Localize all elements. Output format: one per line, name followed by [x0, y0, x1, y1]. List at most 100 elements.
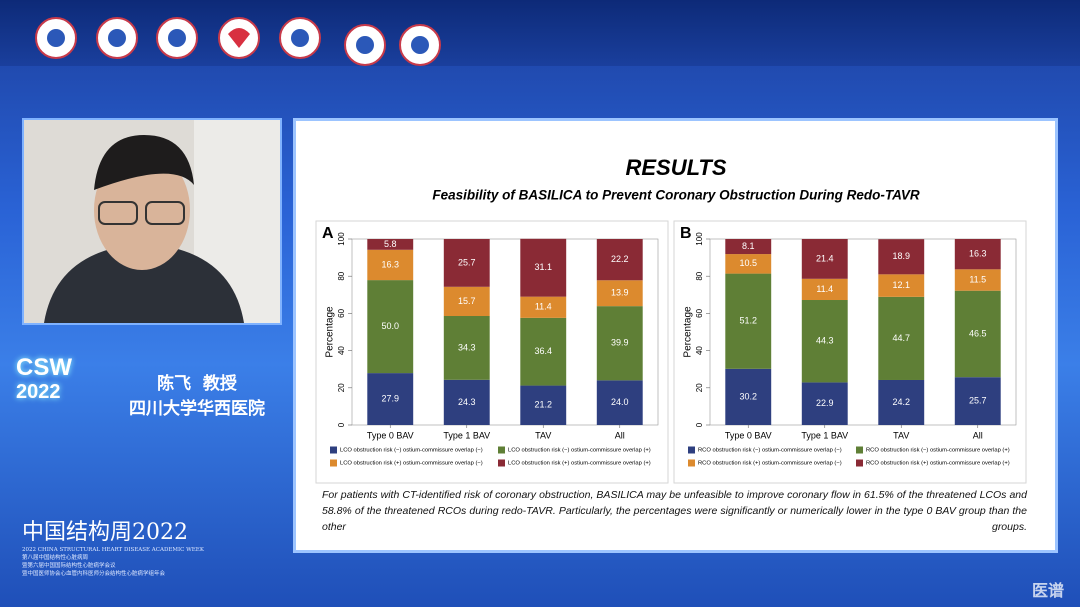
bar-segment	[596, 380, 643, 425]
slide: RESULTS Feasibility of BASILICA to Preve…	[293, 118, 1058, 553]
x-tick-label: All	[973, 430, 983, 440]
bar-segment	[878, 296, 925, 380]
bar-segment	[596, 306, 643, 381]
y-tick-label: 80	[337, 271, 346, 280]
x-tick-label: Type 1 BAV	[443, 430, 490, 440]
value-label: 50.0	[381, 321, 399, 331]
value-label: 46.5	[969, 328, 987, 338]
y-tick-label: 0	[337, 422, 346, 427]
bar-segment	[443, 239, 490, 287]
panel-label: B	[680, 225, 692, 242]
bar-segment	[520, 296, 567, 318]
y-tick-label: 20	[695, 383, 704, 392]
legend-swatch	[688, 446, 695, 454]
panel-label: A	[322, 225, 334, 242]
legend-label: RCO obstruction risk (+) ostium-commissu…	[866, 461, 1010, 467]
value-label: 18.9	[892, 251, 910, 261]
bar-segment	[443, 286, 490, 317]
bar-segment	[367, 249, 414, 281]
bar-segment	[367, 239, 414, 250]
slide-title: RESULTS	[625, 155, 726, 180]
value-label: 24.2	[892, 397, 910, 407]
value-label: 39.9	[611, 338, 629, 348]
brand-line: 第八届中国结构性心脏病周	[22, 555, 89, 561]
bar-segment	[801, 278, 848, 301]
bar-segment	[878, 379, 925, 425]
bar-segment	[596, 280, 643, 307]
event-badge: CSW 2022	[16, 356, 72, 404]
value-label: 24.3	[458, 397, 476, 407]
legend-label: RCO obstruction risk (+) ostium-commissu…	[698, 461, 842, 467]
x-tick-label: Type 0 BAV	[367, 430, 414, 440]
y-tick-label: 80	[695, 271, 704, 280]
y-tick-label: 100	[337, 232, 346, 246]
value-label: 24.0	[611, 397, 629, 407]
speaker-video	[22, 118, 282, 325]
y-axis-label: Percentage	[683, 306, 694, 358]
legend-swatch	[498, 459, 505, 467]
x-tick-label: Type 1 BAV	[801, 430, 848, 440]
slide-charts: RESULTS Feasibility of BASILICA to Preve…	[315, 155, 1027, 484]
bar-segment	[801, 382, 848, 425]
bar-segment	[367, 373, 414, 425]
event-brand: 中国结构周2022 2022 CHINA STRUCTURAL HEART DI…	[22, 514, 204, 578]
legend-swatch	[330, 446, 337, 454]
bar-segment	[367, 280, 414, 374]
value-label: 15.7	[458, 296, 476, 306]
speaker-name: 陈飞 教授	[157, 374, 237, 394]
value-label: 31.1	[534, 262, 552, 272]
bar-segment	[520, 317, 567, 386]
value-label: 21.2	[534, 400, 552, 410]
y-tick-label: 100	[695, 232, 704, 246]
y-tick-label: 20	[337, 383, 346, 392]
bar-segment	[520, 238, 567, 297]
legend-label: LCO obstruction risk (+) ostium-commissu…	[508, 461, 651, 467]
y-tick-label: 40	[337, 346, 346, 355]
legend-label: LCO obstruction risk (−) ostium-commissu…	[508, 448, 651, 454]
bar-segment	[443, 379, 490, 425]
legend-label: RCO obstruction risk (−) ostium-commissu…	[698, 448, 842, 454]
legend-label: LCO obstruction risk (−) ostium-commissu…	[340, 448, 483, 454]
brand-line: 暨中国医师协会心血管内科医师分会结构性心脏病学组年会	[22, 571, 166, 577]
bar-segment	[725, 368, 772, 425]
value-label: 34.3	[458, 342, 476, 352]
legend-swatch	[688, 459, 695, 467]
value-label: 36.4	[534, 346, 552, 356]
badge-year: 2022	[16, 381, 61, 403]
value-label: 11.4	[535, 302, 552, 312]
badge-text: CSW	[16, 354, 72, 381]
legend-swatch	[330, 459, 337, 467]
value-label: 5.8	[384, 239, 397, 249]
y-tick-label: 0	[695, 422, 704, 427]
value-label: 22.2	[611, 254, 629, 264]
value-label: 16.3	[969, 249, 987, 259]
speaker-affiliation: 四川大学华西医院	[129, 399, 265, 419]
value-label: 12.1	[892, 280, 910, 290]
value-label: 25.7	[969, 395, 987, 405]
value-label: 10.5	[739, 258, 757, 268]
value-label: 30.2	[739, 391, 757, 401]
slide-subtitle: Feasibility of BASILICA to Prevent Coron…	[432, 188, 920, 203]
bar-segment	[954, 239, 1001, 270]
value-label: 21.4	[816, 253, 834, 263]
legend-label: LCO obstruction risk (+) ostium-commissu…	[340, 461, 483, 467]
legend-swatch	[498, 446, 505, 454]
legend-label: RCO obstruction risk (−) ostium-commissu…	[866, 448, 1010, 454]
bar-segment	[725, 254, 772, 274]
bar-segment	[801, 239, 848, 279]
bar-segment	[954, 269, 1001, 291]
speaker-silhouette	[24, 120, 280, 323]
bar-segment	[520, 385, 567, 425]
y-tick-label: 60	[337, 308, 346, 317]
value-label: 44.7	[892, 333, 910, 343]
value-label: 13.9	[611, 288, 629, 298]
value-label: 51.2	[739, 316, 757, 326]
x-tick-label: TAV	[535, 430, 551, 440]
y-tick-label: 60	[695, 308, 704, 317]
bar-segment	[954, 377, 1001, 425]
bar-segment	[596, 239, 643, 281]
legend-swatch	[856, 446, 863, 454]
value-label: 22.9	[816, 398, 834, 408]
logos	[35, 17, 441, 66]
